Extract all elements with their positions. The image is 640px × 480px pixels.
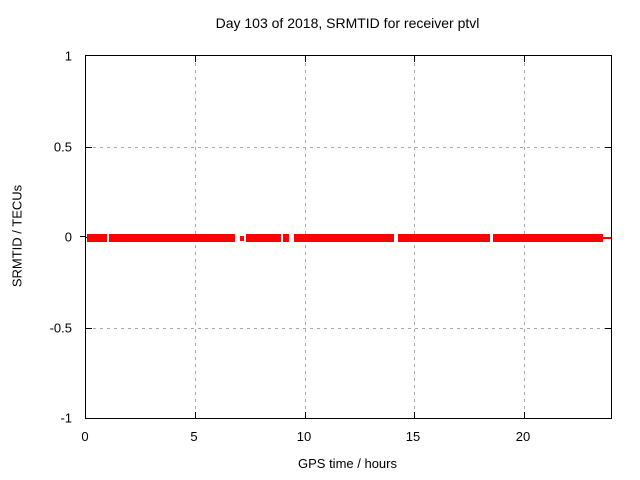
- chart-title: Day 103 of 2018, SRMTID for receiver ptv…: [215, 15, 480, 31]
- data-segment: [397, 234, 491, 242]
- data-segment: [87, 234, 108, 242]
- tick-mark-zero-outward: [80, 236, 85, 237]
- tick-mark-top: [414, 56, 415, 62]
- x-tick-label: 10: [296, 429, 312, 444]
- x-tick-label: 5: [190, 429, 198, 444]
- data-segment: [293, 234, 395, 242]
- tick-mark-bottom: [524, 412, 525, 418]
- tick-mark-right: [605, 147, 611, 148]
- x-tick-label: 15: [405, 429, 421, 444]
- tick-mark-bottom: [305, 412, 306, 418]
- tick-mark-top: [524, 56, 525, 62]
- plot-area: [85, 55, 612, 419]
- data-segment: [283, 234, 289, 242]
- data-segment: [602, 237, 611, 239]
- y-tick-label: -1: [60, 410, 72, 426]
- data-segment: [239, 235, 244, 241]
- data-segment: [493, 234, 603, 242]
- y-tick-label: -0.5: [49, 320, 72, 336]
- data-segment: [109, 234, 236, 242]
- tick-mark-right: [605, 328, 611, 329]
- tick-mark-left: [86, 147, 92, 148]
- y-tick-label: 0.5: [53, 139, 72, 155]
- gridline-horizontal: [86, 328, 611, 329]
- x-tick-label: 0: [81, 429, 89, 444]
- x-tick-label: 20: [515, 429, 531, 444]
- tick-mark-left: [86, 328, 92, 329]
- x-axis-label: GPS time / hours: [298, 456, 397, 471]
- y-tick-label: 0: [64, 229, 72, 245]
- tick-mark-bottom: [414, 412, 415, 418]
- tick-mark-top: [305, 56, 306, 62]
- tick-mark-bottom: [195, 412, 196, 418]
- gridline-horizontal: [86, 147, 611, 148]
- tick-mark-top: [195, 56, 196, 62]
- data-segment: [246, 234, 282, 242]
- y-tick-label: 1: [64, 48, 72, 64]
